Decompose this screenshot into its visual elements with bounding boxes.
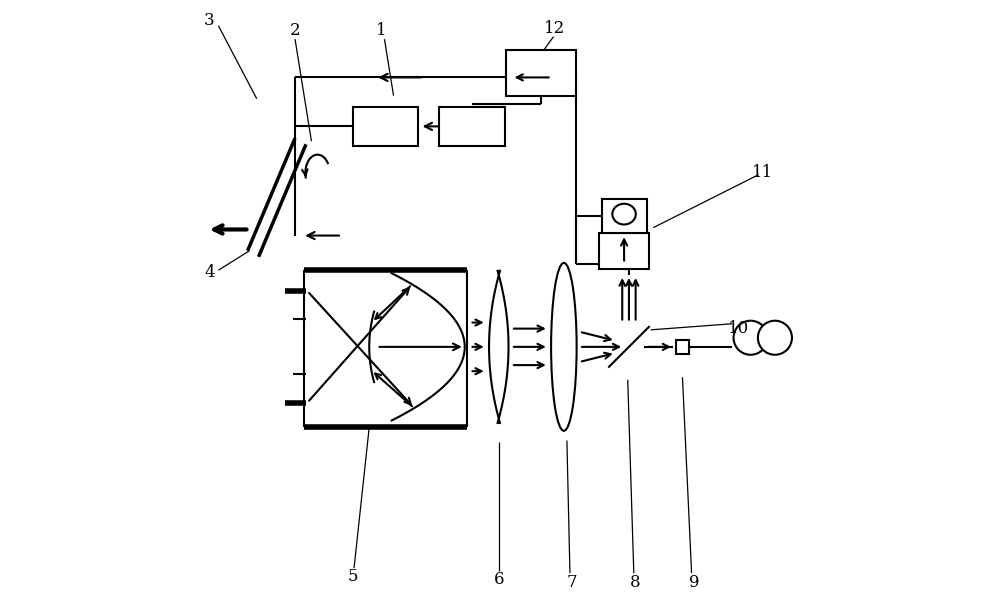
Ellipse shape xyxy=(551,263,577,431)
Bar xyxy=(439,106,505,146)
Circle shape xyxy=(758,321,792,355)
Text: 5: 5 xyxy=(348,568,358,585)
Circle shape xyxy=(734,321,768,355)
Text: 10: 10 xyxy=(728,320,749,337)
Bar xyxy=(602,199,647,233)
Bar xyxy=(676,340,689,354)
Text: 4: 4 xyxy=(204,263,215,280)
Text: 2: 2 xyxy=(290,22,300,39)
Bar xyxy=(353,106,418,146)
Text: 8: 8 xyxy=(630,574,640,591)
Ellipse shape xyxy=(612,203,636,224)
Text: 3: 3 xyxy=(204,12,215,29)
Bar xyxy=(506,50,576,96)
Text: 6: 6 xyxy=(494,571,504,588)
Bar xyxy=(599,233,649,269)
Text: 9: 9 xyxy=(689,574,700,591)
Text: 11: 11 xyxy=(752,164,773,181)
Text: 7: 7 xyxy=(566,574,577,591)
Text: 1: 1 xyxy=(376,22,387,39)
Text: 12: 12 xyxy=(544,20,565,37)
